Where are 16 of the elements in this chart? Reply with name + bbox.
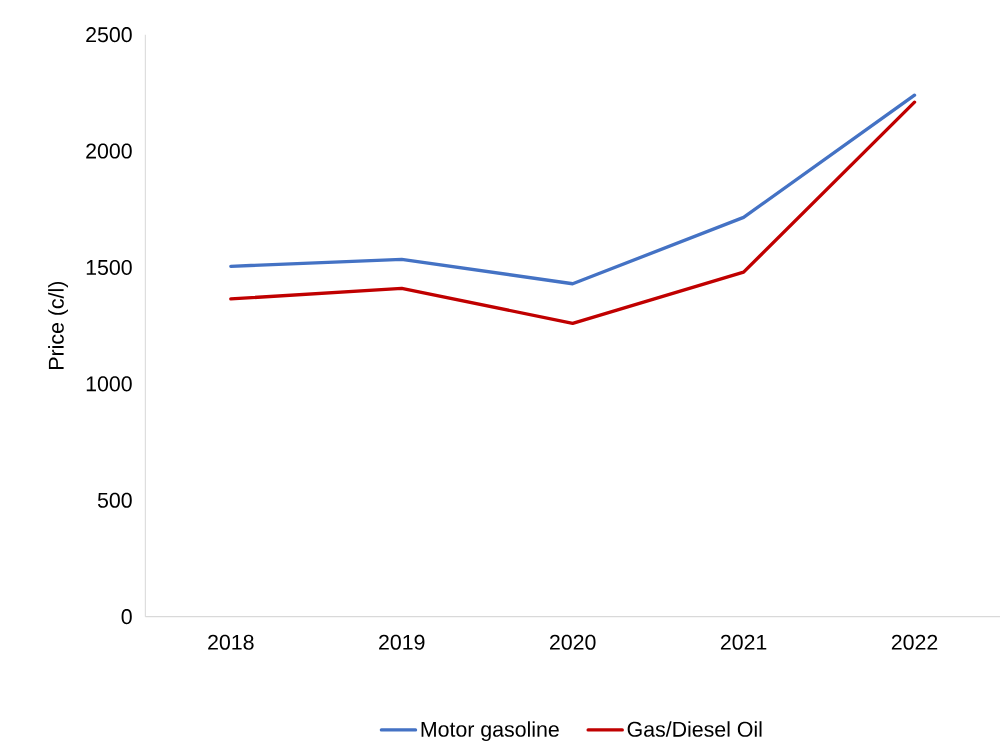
x-tick-label: 2021 xyxy=(720,634,767,650)
y-axis-title: Price (c/l) xyxy=(48,281,69,369)
x-tick-label: 2022 xyxy=(891,634,938,650)
line-series xyxy=(229,100,917,325)
y-tick-label: 500 xyxy=(97,492,132,508)
x-tick-label: 2020 xyxy=(550,634,596,650)
line-series xyxy=(229,93,917,286)
y-tick-label: 0 xyxy=(121,609,132,625)
legend-label: Gas/Diesel Oil xyxy=(627,721,762,737)
legend-label: Motor gasoline xyxy=(421,721,559,742)
x-tick-label: 2019 xyxy=(379,634,425,650)
y-tick-label: 2000 xyxy=(86,143,132,159)
x-tick-label: 2018 xyxy=(208,634,254,650)
y-tick-label: 1000 xyxy=(86,376,132,392)
y-tick-label: 1500 xyxy=(86,259,132,276)
y-tick-label: 2500 xyxy=(86,27,132,43)
